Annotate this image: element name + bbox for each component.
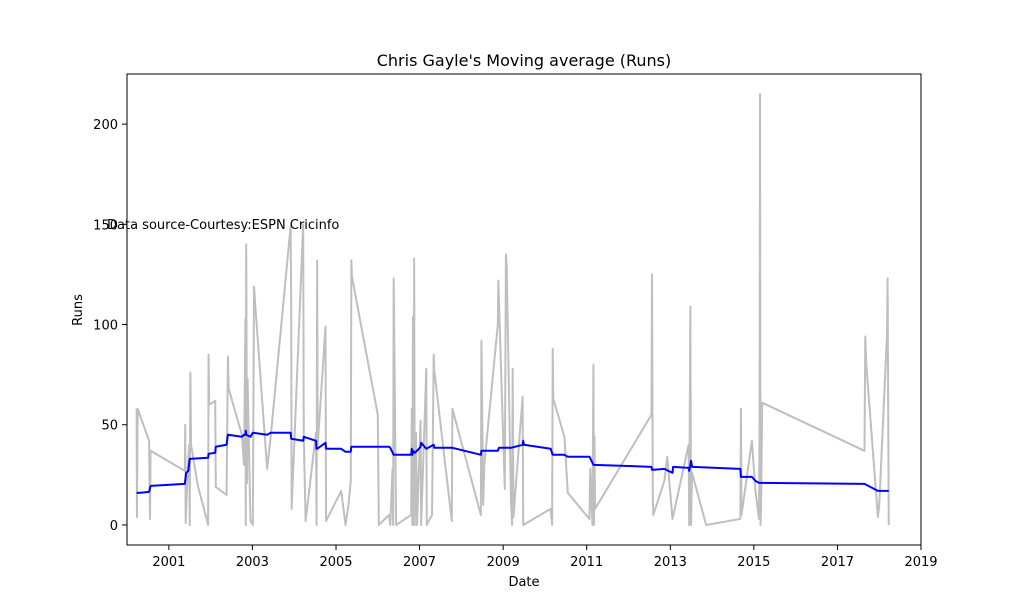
- y-tick-label: 100: [93, 319, 118, 334]
- x-tick-label: 2013: [654, 555, 687, 570]
- y-tick-label: 0: [110, 519, 118, 534]
- x-axis-label: Date: [508, 575, 539, 590]
- x-tick-label: 2001: [152, 555, 185, 570]
- plot-area-frame: [126, 73, 922, 546]
- x-tick-label: 2005: [319, 555, 352, 570]
- series-layer: [135, 93, 890, 526]
- x-axis: 2001 2003 2005 2007 2009 2011 2013 2015 2017 2019: [152, 545, 938, 570]
- series-line-moving-average: [136, 429, 889, 494]
- data-source-annotation: Data source-Courtesy:ESPN Cricinfo: [107, 218, 339, 233]
- x-tick-label: 2017: [821, 555, 854, 570]
- x-tick-label: 2019: [904, 555, 937, 570]
- x-tick-label: 2009: [487, 555, 520, 570]
- y-axis: 0 50 100 150 200: [93, 118, 127, 534]
- x-tick-label: 2015: [737, 555, 770, 570]
- y-tick-label: 150: [93, 218, 118, 233]
- x-tick-label: 2007: [403, 555, 436, 570]
- x-tick-label: 2011: [570, 555, 603, 570]
- chart-title: Chris Gayle's Moving average (Runs): [377, 51, 672, 70]
- y-tick-label: 50: [101, 419, 118, 434]
- y-axis-label: Runs: [71, 294, 86, 326]
- series-line-runs: [135, 93, 890, 526]
- x-tick-label: 2003: [236, 555, 269, 570]
- y-tick-label: 200: [93, 118, 118, 133]
